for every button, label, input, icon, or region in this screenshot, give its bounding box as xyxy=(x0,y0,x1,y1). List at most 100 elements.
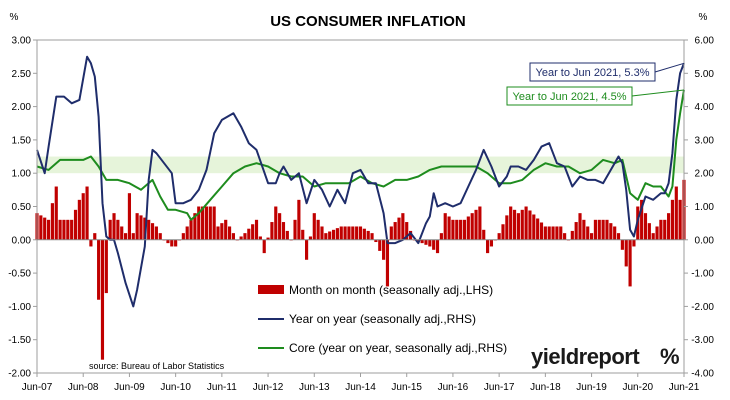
callout-box xyxy=(506,86,633,106)
mom-bar xyxy=(551,226,555,240)
left-tick-label: 2.50 xyxy=(12,69,32,80)
mom-bar xyxy=(451,219,455,240)
callout-leader xyxy=(631,89,685,97)
mom-bars xyxy=(35,179,686,360)
x-tick-label: Jun-20 xyxy=(622,382,653,393)
callout-leader xyxy=(654,62,685,73)
mom-bar xyxy=(316,219,320,240)
mom-bar xyxy=(624,239,628,267)
mom-bar xyxy=(108,219,112,240)
mom-bar xyxy=(135,213,139,240)
mom-bar xyxy=(123,233,128,240)
mom-bar xyxy=(509,206,513,240)
mom-bar xyxy=(489,239,494,247)
x-tick-label: Jun-10 xyxy=(160,382,191,393)
mom-bar xyxy=(293,219,297,240)
mom-bar xyxy=(301,229,305,240)
mom-bar xyxy=(278,213,282,240)
mom-bar xyxy=(439,233,443,240)
mom-bar xyxy=(158,233,162,240)
mom-bar xyxy=(43,217,47,240)
left-tick-label: 1.50 xyxy=(12,135,32,146)
left-tick-label: 3.00 xyxy=(12,36,32,47)
left-tick-label: -1.00 xyxy=(8,302,31,313)
mom-bar xyxy=(678,199,682,240)
mom-bar xyxy=(601,219,605,240)
left-tick-label: -2.00 xyxy=(8,369,31,380)
right-tick-label: 1.00 xyxy=(695,202,715,213)
right-tick-label: 6.00 xyxy=(695,36,715,47)
mom-bar xyxy=(285,230,289,240)
brand-percent-icon: % xyxy=(660,344,679,369)
mom-bar xyxy=(97,239,101,300)
mom-bar xyxy=(401,213,405,240)
mom-bar xyxy=(516,213,520,240)
mom-bar xyxy=(420,239,424,244)
mom-bar xyxy=(166,239,170,244)
x-tick-label: Jun-18 xyxy=(530,382,561,393)
mom-bar xyxy=(370,233,374,240)
mom-bar xyxy=(262,239,266,254)
annotations: Year to Jun 2021, 5.3% Year to Jun 2021, … xyxy=(506,62,685,106)
mom-bar xyxy=(520,209,524,240)
mom-bar xyxy=(339,226,343,240)
x-tick-label: Jun-08 xyxy=(68,382,99,393)
right-tick-label: 5.00 xyxy=(695,69,715,80)
right-tick-label: 4.00 xyxy=(695,102,715,113)
mom-bar xyxy=(408,230,413,240)
yieldreport-logo: yieldreport % xyxy=(531,344,680,369)
right-tick-label: -2.00 xyxy=(691,302,714,313)
mom-bar xyxy=(143,217,147,240)
x-tick-label: Jun-11 xyxy=(207,382,237,393)
x-tick-label: Jun-16 xyxy=(438,382,469,393)
mom-bar xyxy=(547,226,551,240)
yoy-lines xyxy=(36,55,685,308)
mom-bar xyxy=(355,226,359,240)
right-axis-unit: % xyxy=(699,12,708,23)
mom-bar xyxy=(647,223,651,240)
mom-bar xyxy=(351,226,355,240)
right-tick-label: -4.00 xyxy=(691,369,714,380)
x-tick-label: Jun-09 xyxy=(114,382,145,393)
mom-bar xyxy=(497,233,501,240)
mom-bar xyxy=(50,203,54,240)
callout-label: Year to Jun 2021, 5.3% xyxy=(536,67,650,79)
mom-bar xyxy=(208,206,212,240)
mom-bar xyxy=(181,233,185,240)
mom-bar xyxy=(428,239,432,247)
mom-bar xyxy=(378,239,382,251)
mom-bar xyxy=(104,239,108,294)
mom-bar xyxy=(620,239,624,250)
right-tick-label: -3.00 xyxy=(691,335,714,346)
mom-bar xyxy=(258,236,262,240)
mom-bar xyxy=(266,237,270,240)
mom-bar xyxy=(58,219,62,240)
x-tick-label: Jun-12 xyxy=(253,382,284,393)
legend-swatch-mom xyxy=(258,285,284,294)
mom-bar xyxy=(224,219,228,240)
callout-label: Year to Jun 2021, 4.5% xyxy=(513,91,627,103)
x-tick-label: Jun-14 xyxy=(345,382,376,393)
right-tick-label: 2.00 xyxy=(695,169,715,180)
left-axis-unit: % xyxy=(10,12,19,23)
mom-bar xyxy=(435,239,440,254)
mom-bar xyxy=(239,236,243,240)
x-tick-label: Jun-07 xyxy=(22,382,53,393)
mom-bar xyxy=(459,219,463,240)
mom-bar xyxy=(116,219,120,240)
mom-bar xyxy=(281,222,286,240)
yoy-line xyxy=(36,55,685,308)
mom-bar xyxy=(536,218,540,240)
mom-bar xyxy=(85,186,89,240)
mom-bar xyxy=(539,222,544,240)
mom-bar xyxy=(227,226,232,240)
mom-bar xyxy=(204,206,209,240)
mom-bar xyxy=(563,233,567,240)
legend: Month on month (seasonally adj.,LHS) Yea… xyxy=(258,283,507,355)
mom-bar xyxy=(389,226,393,240)
mom-bar xyxy=(247,228,251,240)
mom-bar xyxy=(251,224,255,240)
mom-bar xyxy=(382,239,386,260)
mom-bar xyxy=(347,226,351,240)
